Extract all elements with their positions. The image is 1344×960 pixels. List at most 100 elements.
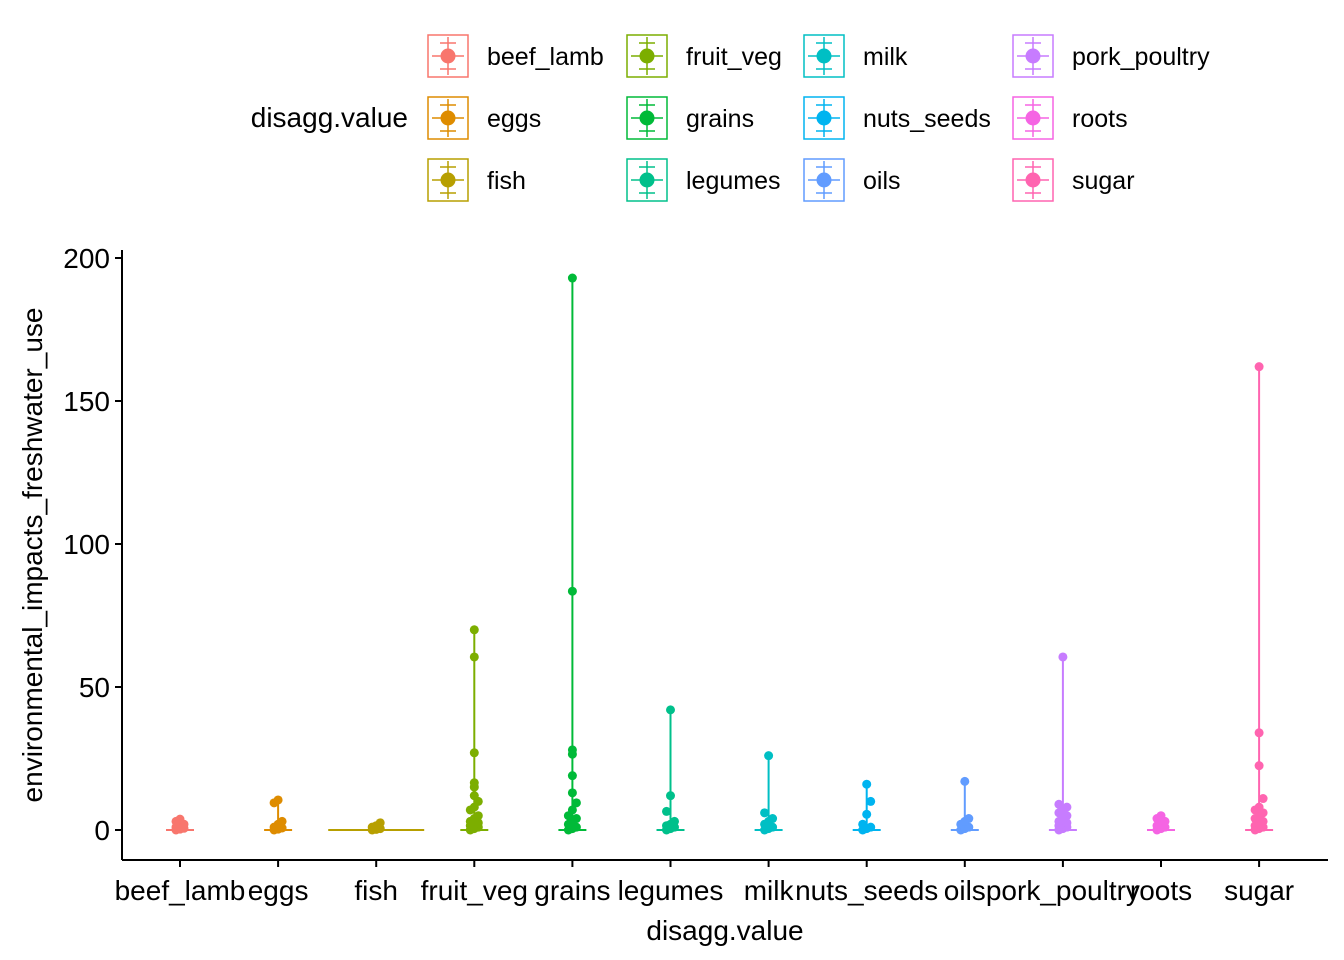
legend-item-pork_poultry: pork_poultry xyxy=(1012,34,1210,78)
legend-key-dot xyxy=(816,172,832,188)
data-point xyxy=(1254,802,1264,812)
x-tick-label: milk xyxy=(744,875,795,906)
legend-key-dot xyxy=(440,172,456,188)
legend-key-dot xyxy=(639,110,655,126)
legend-key xyxy=(626,34,668,78)
data-point xyxy=(571,798,581,808)
data-point xyxy=(469,625,479,635)
legend-key-dot xyxy=(1025,48,1041,64)
legend-key xyxy=(1012,34,1054,78)
legend-key-dot xyxy=(440,110,456,126)
x-tick-label: fruit_veg xyxy=(421,875,528,906)
data-point xyxy=(866,796,876,806)
legend-item-nuts_seeds: nuts_seeds xyxy=(803,96,991,140)
x-tick-label: roots xyxy=(1130,875,1192,906)
data-point xyxy=(1058,652,1068,662)
y-tick-label: 100 xyxy=(63,529,110,560)
legend-item-sugar: sugar xyxy=(1012,158,1135,202)
data-point xyxy=(469,748,479,758)
series-beef_lamb xyxy=(166,814,194,835)
data-point xyxy=(768,814,778,824)
x-tick-label: oils xyxy=(944,875,986,906)
data-point xyxy=(1258,794,1268,804)
data-point xyxy=(469,652,479,662)
series-pork_poultry xyxy=(1048,652,1077,835)
legend-item-grains: grains xyxy=(626,96,754,140)
legend-key-dot xyxy=(1025,110,1041,126)
data-point xyxy=(1156,811,1166,821)
data-point xyxy=(666,705,675,715)
x-tick-label: beef_lamb xyxy=(115,875,246,906)
legend-key xyxy=(626,158,668,202)
legend-title: disagg.value xyxy=(251,102,408,133)
series-grains xyxy=(558,273,587,835)
x-tick-label: pork_poultry xyxy=(986,875,1140,906)
legend-key-dot xyxy=(639,172,655,188)
legend-label: legumes xyxy=(686,167,781,195)
y-tick-label: 150 xyxy=(63,386,110,417)
plot-area: 0 50 100 150 200 beef_lamb eggs fish fruit_veg g… xyxy=(63,243,1328,906)
data-point xyxy=(862,779,872,789)
legend-key-dot xyxy=(1025,172,1041,188)
y-tick-label: 50 xyxy=(79,672,110,703)
data-point xyxy=(1254,761,1264,771)
data-point xyxy=(473,811,483,821)
data-point xyxy=(277,816,287,826)
legend-key-dot xyxy=(816,48,832,64)
legend-label: pork_poultry xyxy=(1072,43,1210,71)
legend-label: milk xyxy=(863,43,908,71)
legend-key xyxy=(427,34,469,78)
legend-item-milk: milk xyxy=(803,34,908,78)
legend-item-oils: oils xyxy=(803,158,901,202)
data-point xyxy=(1254,362,1264,372)
legend-label: sugar xyxy=(1072,167,1135,195)
legend-key xyxy=(1012,158,1054,202)
legend-item-roots: roots xyxy=(1012,96,1128,140)
data-point xyxy=(760,808,770,818)
legend-key xyxy=(427,158,469,202)
data-point xyxy=(175,814,185,824)
y-tick-label: 0 xyxy=(94,815,110,846)
data-point xyxy=(571,814,581,824)
legend-label: grains xyxy=(686,105,754,133)
series-nuts_seeds xyxy=(852,779,881,835)
legend-key-dot xyxy=(816,110,832,126)
legend-item-fruit_veg: fruit_veg xyxy=(626,34,782,78)
legend-key-dot xyxy=(440,48,456,64)
data-point xyxy=(375,818,385,828)
legend-item-fish: fish xyxy=(427,158,526,202)
data-point xyxy=(666,791,675,801)
y-tick-label: 200 xyxy=(63,243,110,274)
data-point xyxy=(469,791,479,801)
data-point xyxy=(1062,802,1072,812)
legend-key xyxy=(803,158,845,202)
series-sugar xyxy=(1245,362,1274,835)
legend-label: oils xyxy=(863,167,901,195)
legend-item-eggs: eggs xyxy=(427,96,541,140)
data-point xyxy=(567,771,577,781)
legend-key xyxy=(626,96,668,140)
series-oils xyxy=(950,776,979,835)
series-milk xyxy=(754,751,783,835)
x-tick-label: fish xyxy=(354,875,398,906)
data-point xyxy=(1254,728,1264,738)
series-legumes xyxy=(656,705,685,835)
data-point xyxy=(567,745,577,755)
x-tick-label: nuts_seeds xyxy=(795,875,938,906)
x-axis-label: disagg.value xyxy=(646,915,803,946)
data-point xyxy=(862,809,872,819)
x-tick-label: sugar xyxy=(1224,875,1294,906)
series-fish xyxy=(328,818,425,835)
series-roots xyxy=(1147,811,1175,835)
series-eggs xyxy=(264,795,293,835)
data-point xyxy=(567,586,577,596)
legend-key-dot xyxy=(639,48,655,64)
legend-label: nuts_seeds xyxy=(863,105,991,133)
series-fruit_veg xyxy=(460,625,489,835)
x-tick-label: grains xyxy=(534,875,610,906)
legend-key xyxy=(1012,96,1054,140)
legend-label: beef_lamb xyxy=(487,43,604,71)
data-point xyxy=(273,795,283,805)
